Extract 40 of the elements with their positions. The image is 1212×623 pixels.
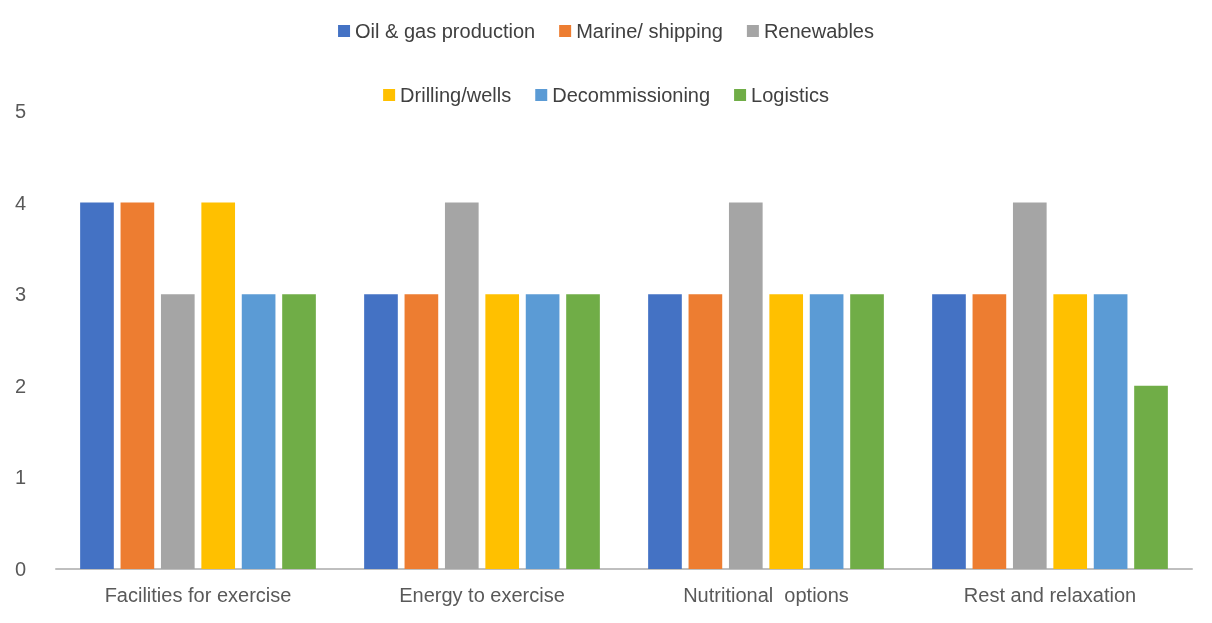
bar	[809, 294, 844, 569]
bar	[850, 294, 884, 569]
y-tick-label: 4	[14, 191, 26, 214]
x-tick-label: Rest and relaxation	[963, 584, 1137, 606]
bar	[688, 294, 723, 569]
bar	[648, 294, 682, 569]
bar	[444, 202, 479, 569]
x-tick-label: Energy to exercise	[399, 584, 565, 606]
x-tick-label: Nutritional options	[683, 584, 849, 606]
y-tick-label: 0	[14, 558, 26, 580]
y-tick-label: 5	[14, 100, 26, 122]
bar	[364, 294, 398, 569]
bar	[1093, 294, 1128, 569]
bar	[525, 294, 560, 569]
bar	[728, 202, 763, 569]
y-tick-label: 3	[14, 283, 26, 306]
bar	[769, 294, 804, 569]
legend-label: Drilling/wells	[400, 84, 512, 106]
bar	[120, 202, 155, 569]
y-tick-label: 2	[14, 374, 26, 397]
bar	[80, 202, 114, 569]
legend-label: Oil & gas production	[355, 20, 536, 42]
bar	[201, 202, 236, 569]
bar	[485, 294, 520, 569]
legend-label: Logistics	[751, 84, 829, 106]
legend-label: Renewables	[763, 20, 874, 42]
bar	[241, 294, 276, 569]
bar	[1012, 202, 1047, 569]
bar	[972, 294, 1007, 569]
bar	[1134, 385, 1168, 569]
legend-label: Marine/ shipping	[576, 20, 723, 42]
bar	[282, 294, 316, 569]
bar	[160, 294, 195, 569]
bar	[1053, 294, 1088, 569]
bar	[404, 294, 439, 569]
x-tick-label: Facilities for exercise	[104, 584, 292, 606]
bar	[566, 294, 600, 569]
bar	[932, 294, 966, 569]
legend-label: Decommissioning	[552, 84, 711, 106]
y-tick-label: 1	[14, 466, 26, 489]
